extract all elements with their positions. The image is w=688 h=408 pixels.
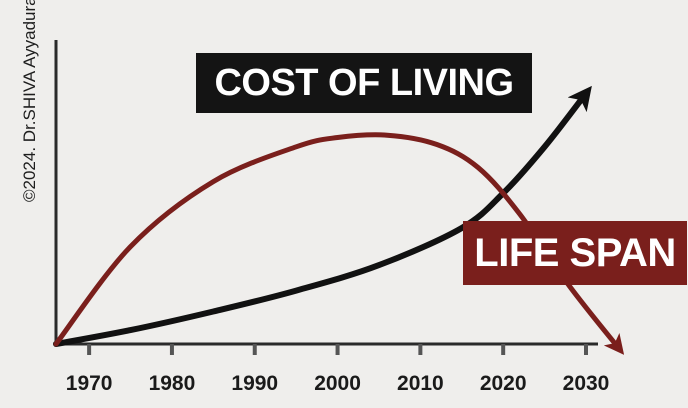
- series-line-cost-of-living: [53, 85, 592, 347]
- legend-label-cost-of-living: COST OF LIVING: [196, 53, 532, 113]
- x-tick-label: 2030: [563, 372, 610, 395]
- x-ticks: [87, 344, 588, 355]
- x-tick-labels: 1970 1980 1990 2000 2010 2020 2030: [66, 372, 610, 395]
- x-tick-label: 2020: [480, 372, 527, 395]
- x-tick-label: 1980: [149, 372, 196, 395]
- legend-label-life-span: LIFE SPAN: [463, 221, 687, 285]
- x-tick-label: 1990: [231, 372, 278, 395]
- copyright-text: ©2024. Dr.SHIVA Ayyadurai.: [20, 0, 39, 202]
- x-tick-label: 2010: [397, 372, 444, 395]
- x-tick-label: 1970: [66, 372, 113, 395]
- x-tick-label: 2000: [314, 372, 361, 395]
